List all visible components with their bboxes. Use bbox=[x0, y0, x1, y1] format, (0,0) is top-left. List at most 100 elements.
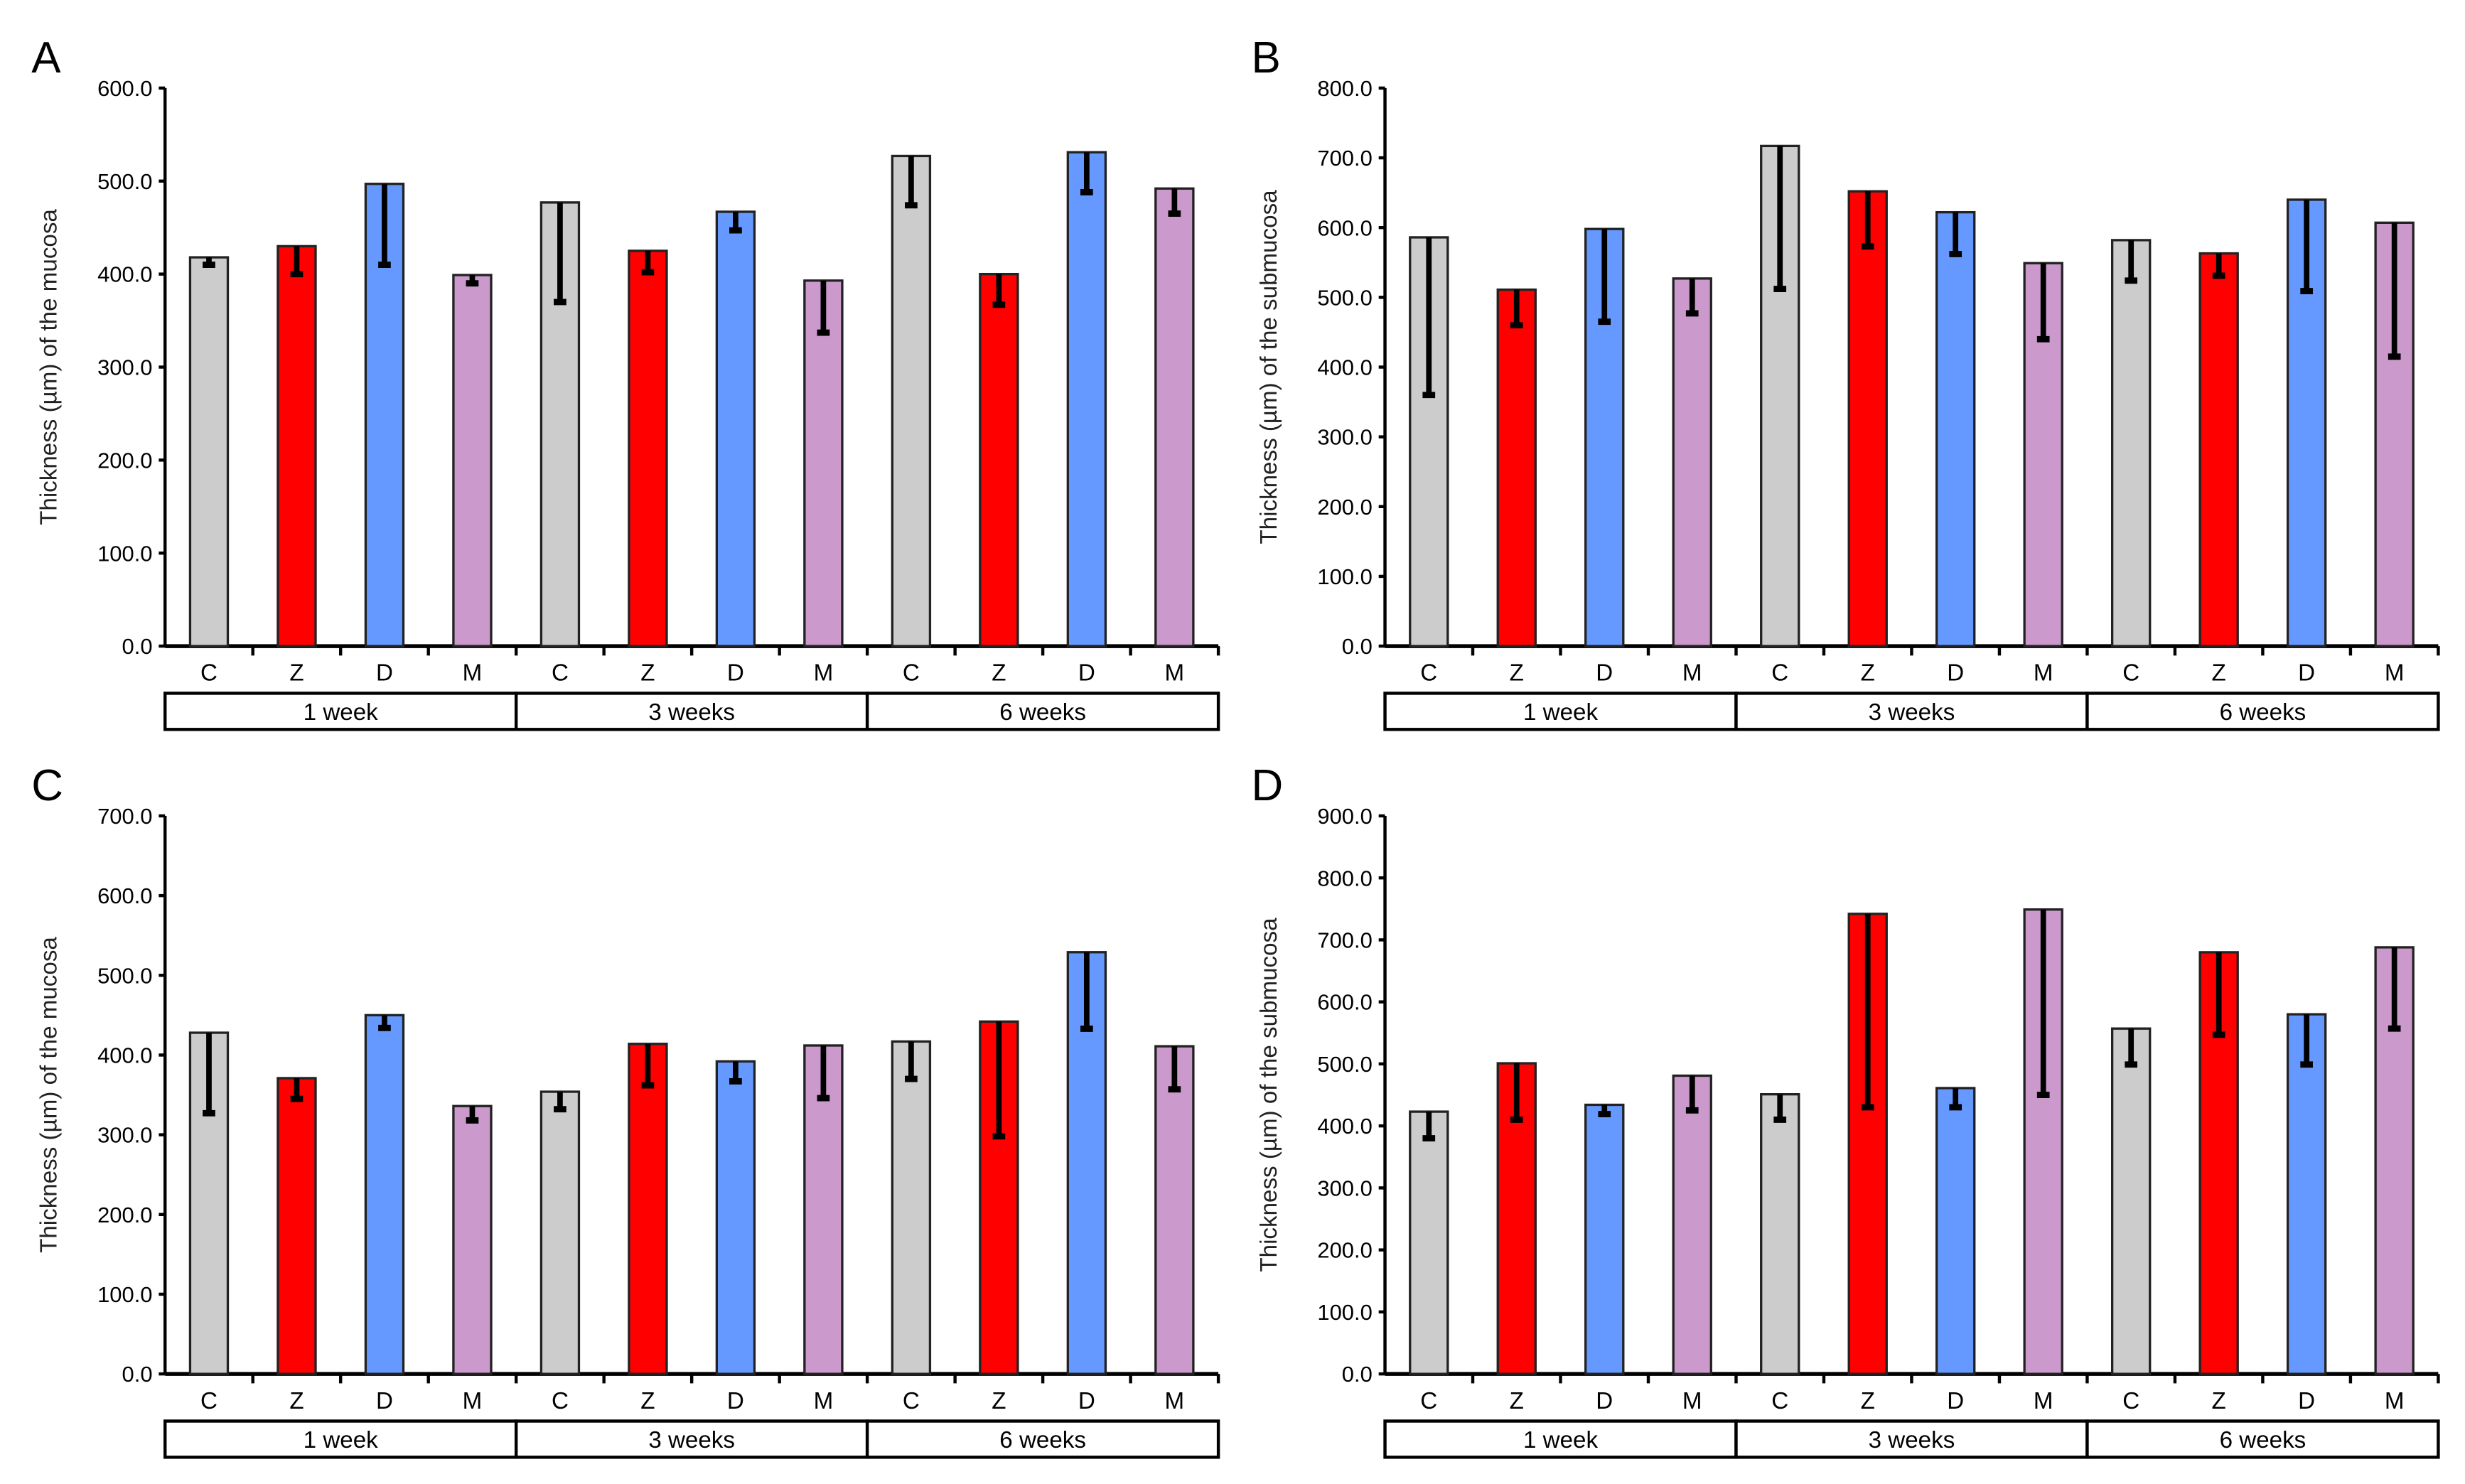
bar-c bbox=[1409, 1110, 1449, 1375]
x-tick-label: C bbox=[1771, 660, 1788, 687]
y-tick-label: 100.0 bbox=[97, 541, 152, 566]
y-axis-label: Thickness (µm) of the mucosa bbox=[36, 209, 63, 525]
group-box bbox=[865, 1419, 1220, 1459]
x-tick-label: Z bbox=[640, 1388, 655, 1414]
y-tick-label: 600.0 bbox=[97, 883, 152, 908]
group-box bbox=[865, 692, 1220, 731]
x-tick-label: C bbox=[903, 1388, 920, 1414]
x-tick-label: M bbox=[463, 660, 483, 687]
x-tick-label: Z bbox=[1861, 1388, 1875, 1414]
y-tick-label: 700.0 bbox=[1317, 928, 1372, 952]
bar-d bbox=[715, 1060, 756, 1375]
x-tick-label: Z bbox=[1510, 660, 1524, 687]
y-tick-label: 300.0 bbox=[97, 1123, 152, 1148]
x-tick-label: C bbox=[552, 1388, 569, 1414]
bar-c bbox=[2110, 1027, 2152, 1375]
x-tick-label: C bbox=[1771, 1388, 1788, 1414]
x-tick-label: Z bbox=[289, 660, 304, 687]
x-tick-label: D bbox=[1078, 1388, 1095, 1414]
bar-c bbox=[2110, 239, 2152, 647]
x-tick-label: D bbox=[1078, 660, 1095, 687]
x-tick-label: D bbox=[727, 660, 744, 687]
x-tick-label: Z bbox=[992, 660, 1006, 687]
x-tick-label: M bbox=[2034, 660, 2053, 687]
bar-d bbox=[1935, 1087, 1976, 1375]
bar-d bbox=[715, 210, 756, 647]
x-tick-label: D bbox=[1596, 1388, 1613, 1414]
y-axis-label: Thickness (µm) of the submucosa bbox=[1256, 918, 1282, 1272]
y-tick-label: 400.0 bbox=[1317, 355, 1372, 380]
group-label: 3 weeks bbox=[1869, 699, 1955, 726]
x-tick-label: D bbox=[1947, 1388, 1964, 1414]
x-tick-label: Z bbox=[640, 660, 655, 687]
bar-m bbox=[1672, 1074, 1712, 1375]
x-tick-label: C bbox=[2122, 1388, 2139, 1414]
group-label: 3 weeks bbox=[648, 699, 735, 726]
x-tick-label: C bbox=[200, 1388, 218, 1414]
group-label: 6 weeks bbox=[2220, 699, 2306, 726]
group-label: 6 weeks bbox=[999, 699, 1086, 726]
x-tick-label: C bbox=[552, 660, 569, 687]
x-tick-label: D bbox=[1947, 660, 1964, 687]
x-tick-label: D bbox=[2298, 1388, 2315, 1414]
bar-d bbox=[2286, 1013, 2327, 1375]
x-tick-label: M bbox=[814, 660, 834, 687]
x-tick-label: M bbox=[1165, 660, 1185, 687]
group-label: 1 week bbox=[304, 699, 378, 726]
group-box bbox=[1383, 1419, 1738, 1459]
x-tick-label: M bbox=[1165, 1388, 1185, 1414]
y-axis-label: Thickness (µm) of the submucosa bbox=[1256, 190, 1282, 544]
group-box bbox=[1734, 692, 2089, 731]
bar-z bbox=[979, 272, 1019, 647]
bar-m bbox=[2374, 221, 2415, 647]
x-tick-label: C bbox=[1420, 660, 1437, 687]
panel-label: B bbox=[1252, 33, 1281, 82]
x-tick-label: D bbox=[376, 660, 393, 687]
y-tick-label: 200.0 bbox=[1317, 1238, 1372, 1263]
group-box bbox=[1734, 1419, 2089, 1459]
y-tick-label: 0.0 bbox=[122, 1362, 153, 1387]
chart-panel-d: D Thickness (µm) of the submucosa 0.0 100.0… bbox=[1252, 761, 2440, 1459]
y-tick-label: 200.0 bbox=[97, 448, 152, 473]
x-tick-label: Z bbox=[1861, 660, 1875, 687]
x-tick-label: Z bbox=[289, 1388, 304, 1414]
bar-m bbox=[1672, 277, 1712, 647]
x-tick-label: M bbox=[1682, 660, 1702, 687]
x-tick-label: Z bbox=[992, 1388, 1006, 1414]
x-tick-label: D bbox=[1596, 660, 1613, 687]
x-tick-label: D bbox=[727, 1388, 744, 1414]
y-tick-label: 400.0 bbox=[97, 1043, 152, 1068]
group-box bbox=[514, 692, 869, 731]
chart-panel-c: C Thickness (µm) of the mucosa 0.0 100.0 200… bbox=[31, 761, 1220, 1459]
y-tick-label: 500.0 bbox=[1317, 285, 1372, 310]
y-tick-label: 700.0 bbox=[1317, 146, 1372, 171]
y-tick-label: 100.0 bbox=[1317, 564, 1372, 589]
y-tick-label: 300.0 bbox=[97, 355, 152, 380]
x-tick-label: D bbox=[2298, 660, 2315, 687]
y-tick-label: 600.0 bbox=[97, 76, 152, 101]
x-tick-label: M bbox=[2385, 1388, 2405, 1414]
bar-z bbox=[276, 1077, 317, 1375]
bar-c bbox=[891, 1040, 932, 1375]
x-tick-label: D bbox=[376, 1388, 393, 1414]
x-tick-label: Z bbox=[2212, 1388, 2226, 1414]
bar-m bbox=[1154, 187, 1195, 647]
bar-c bbox=[188, 256, 230, 647]
x-tick-label: C bbox=[1420, 1388, 1437, 1414]
y-tick-label: 100.0 bbox=[97, 1282, 152, 1307]
bar-m bbox=[803, 279, 844, 647]
y-tick-label: 900.0 bbox=[1317, 804, 1372, 829]
bar-z bbox=[276, 244, 317, 647]
x-tick-label: Z bbox=[1510, 1388, 1524, 1414]
bar-m bbox=[452, 1104, 493, 1375]
bar-z bbox=[1496, 288, 1537, 647]
panel-label: C bbox=[31, 761, 63, 810]
y-tick-label: 100.0 bbox=[1317, 1300, 1372, 1325]
x-tick-label: M bbox=[463, 1388, 483, 1414]
y-tick-label: 0.0 bbox=[122, 634, 153, 659]
bar-d bbox=[1066, 151, 1107, 647]
bar-z bbox=[628, 1043, 668, 1375]
group-box bbox=[2085, 1419, 2440, 1459]
bar-m bbox=[452, 274, 493, 647]
y-tick-label: 200.0 bbox=[97, 1203, 152, 1227]
